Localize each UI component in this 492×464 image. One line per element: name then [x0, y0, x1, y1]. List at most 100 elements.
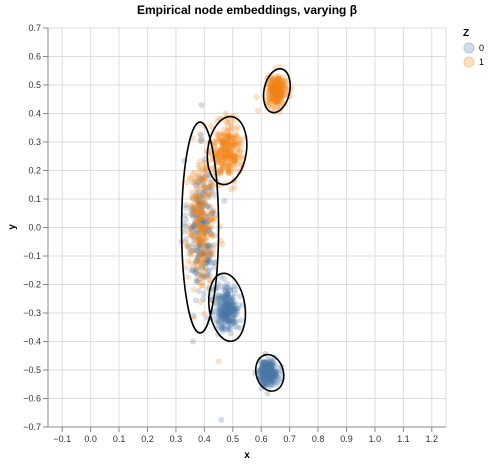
data-point: [222, 313, 229, 320]
x-tick-label: 0.5: [227, 434, 240, 444]
data-point: [272, 90, 279, 97]
data-point: [276, 73, 283, 80]
data-point: [191, 205, 198, 212]
data-point: [218, 140, 225, 147]
data-point: [224, 307, 231, 314]
data-point: [210, 264, 217, 271]
data-point: [214, 295, 221, 302]
data-point: [196, 242, 203, 249]
data-point: [202, 223, 209, 230]
data-point: [277, 91, 284, 98]
data-point: [222, 297, 229, 304]
data-point: [198, 259, 205, 266]
data-point: [199, 199, 206, 206]
data-point: [233, 126, 240, 133]
data-point: [204, 244, 211, 251]
data-point: [224, 303, 231, 310]
data-point: [267, 383, 274, 390]
data-point: [267, 368, 274, 375]
data-point: [183, 179, 190, 186]
data-point: [208, 182, 215, 189]
data-point: [196, 210, 203, 217]
data-point: [272, 84, 279, 91]
data-point: [195, 253, 202, 260]
data-point: [274, 88, 281, 95]
data-point: [229, 304, 236, 311]
data-point: [229, 295, 236, 302]
data-point: [268, 381, 275, 388]
data-point: [226, 309, 233, 316]
data-point: [224, 137, 231, 144]
data-point: [192, 207, 199, 214]
data-point: [223, 310, 230, 317]
data-point: [193, 211, 200, 218]
data-point: [224, 306, 231, 313]
data-point: [222, 288, 229, 295]
data-point: [273, 83, 280, 90]
data-point: [206, 191, 213, 198]
data-point: [201, 257, 208, 264]
data-point: [261, 368, 268, 375]
data-point: [225, 147, 232, 154]
data-point: [207, 259, 214, 266]
data-point: [265, 372, 272, 379]
data-point: [222, 326, 229, 333]
data-point: [223, 301, 230, 308]
data-point: [217, 313, 224, 320]
data-point: [281, 77, 288, 84]
data-point: [225, 309, 232, 316]
data-point: [227, 330, 234, 337]
data-point: [204, 203, 211, 210]
data-point: [195, 173, 202, 180]
data-point: [221, 132, 228, 139]
data-point: [227, 302, 234, 309]
data-point: [222, 310, 229, 317]
data-point: [195, 194, 202, 201]
data-point: [281, 85, 288, 92]
data-point: [273, 90, 280, 97]
data-point: [272, 367, 279, 374]
data-point: [268, 85, 275, 92]
data-point: [216, 137, 223, 144]
data-point: [225, 317, 232, 324]
data-point: [202, 167, 209, 174]
data-point: [262, 374, 269, 381]
data-point: [272, 370, 279, 377]
data-point: [194, 194, 201, 201]
data-point: [197, 130, 204, 137]
data-point: [197, 215, 204, 222]
data-point: [227, 300, 234, 307]
data-point: [272, 97, 279, 104]
data-point: [227, 294, 234, 301]
data-point: [273, 370, 280, 377]
data-point: [223, 155, 230, 162]
data-point: [264, 373, 271, 380]
data-point: [194, 235, 201, 242]
data-point: [280, 77, 287, 84]
data-point: [189, 204, 196, 211]
data-point: [224, 300, 231, 307]
data-point: [220, 321, 227, 328]
data-point: [277, 92, 284, 99]
data-point: [193, 189, 200, 196]
data-point: [202, 165, 209, 172]
data-point: [270, 372, 277, 379]
data-point: [195, 199, 202, 206]
data-point: [269, 373, 276, 380]
data-point: [190, 221, 197, 228]
data-point: [260, 367, 267, 374]
data-point: [183, 236, 190, 243]
x-tick-label: 0.4: [198, 434, 211, 444]
data-point: [265, 365, 272, 372]
data-point: [215, 319, 222, 326]
data-point: [233, 138, 240, 145]
data-point: [274, 100, 281, 107]
data-point: [222, 152, 229, 159]
data-point: [267, 377, 274, 384]
data-point: [196, 202, 203, 209]
data-point: [223, 142, 230, 149]
data-point: [211, 232, 218, 239]
data-point: [189, 267, 196, 274]
data-point: [219, 283, 226, 290]
data-point: [260, 359, 267, 366]
